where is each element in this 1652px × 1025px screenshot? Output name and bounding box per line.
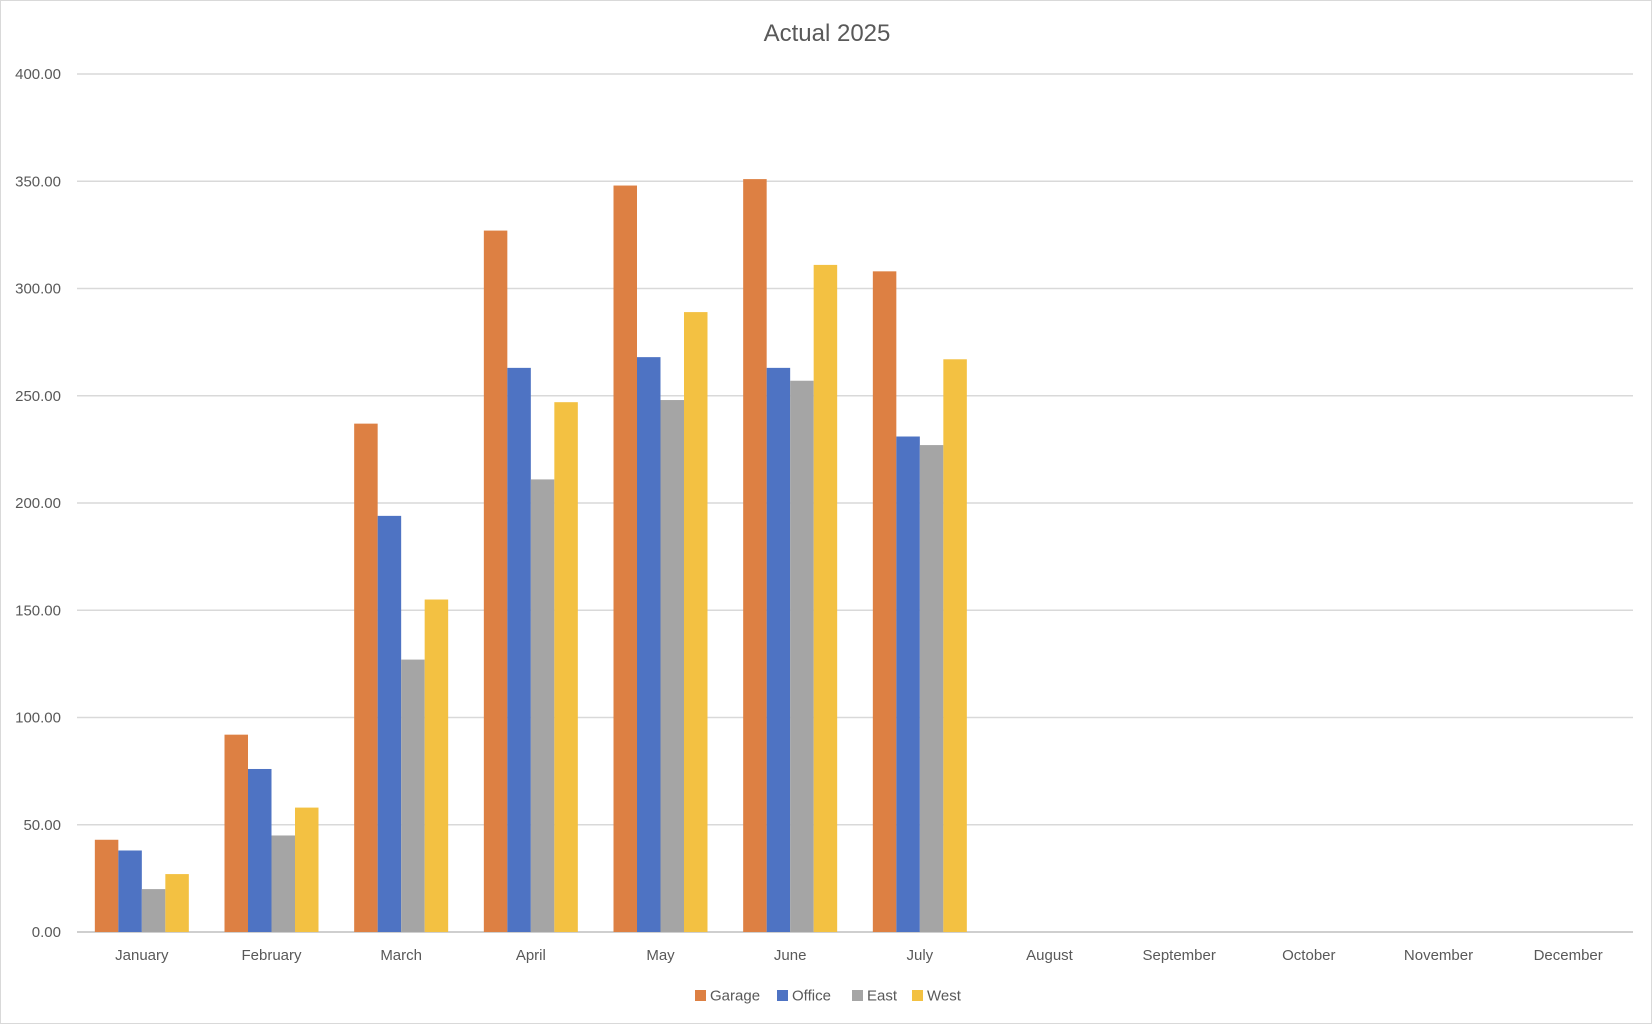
y-tick-label: 50.00: [23, 817, 61, 834]
x-tick-label: December: [1534, 947, 1603, 964]
bar-west-july: [943, 359, 967, 932]
bar-west-april: [554, 402, 578, 932]
bar-east-april: [530, 479, 555, 932]
bar-garage-january: [94, 839, 119, 932]
legend-swatch-garage: [695, 990, 706, 1001]
x-tick-label: June: [774, 947, 807, 964]
y-tick-label: 400.00: [15, 66, 61, 83]
bar-garage-june: [743, 179, 767, 933]
legend: Garage Office East West: [695, 988, 962, 1005]
x-tick-label: August: [1026, 947, 1074, 964]
gridlines: [77, 73, 1633, 933]
y-tick-label: 0.00: [32, 924, 61, 941]
bar-east-february: [271, 835, 295, 932]
x-tick-label: September: [1142, 947, 1215, 964]
y-tick-label: 150.00: [15, 602, 61, 619]
bar-office-june: [766, 367, 791, 932]
legend-swatch-office: [777, 990, 788, 1001]
bar-office-july: [896, 436, 920, 932]
legend-swatch-east: [852, 990, 863, 1001]
legend-label-garage: Garage: [710, 988, 760, 1005]
y-axis-tick-labels: 0.00 50.00 100.00 150.00 200.00 250.00 300.00 3…: [15, 66, 61, 941]
y-tick-label: 200.00: [15, 495, 61, 512]
bar-east-july: [919, 445, 944, 932]
y-tick-label: 300.00: [15, 281, 61, 298]
x-tick-label: May: [646, 947, 675, 964]
bar-office-january: [118, 850, 142, 932]
x-tick-label: October: [1282, 947, 1335, 964]
x-tick-label: November: [1404, 947, 1473, 964]
bar-garage-march: [354, 423, 378, 932]
y-tick-label: 250.00: [15, 388, 61, 405]
bar-east-march: [401, 659, 425, 932]
legend-label-west: West: [927, 988, 962, 1005]
bar-west-january: [165, 874, 189, 932]
bar-west-february: [295, 807, 319, 932]
x-axis-tick-labels: January February March April May June July Augu…: [115, 947, 1603, 964]
bar-west-march: [424, 599, 449, 932]
bar-east-january: [141, 889, 166, 932]
bar-east-june: [790, 380, 814, 932]
bar-office-april: [507, 367, 531, 932]
bar-garage-april: [483, 230, 508, 932]
legend-label-east: East: [867, 988, 898, 1005]
x-tick-label: January: [115, 947, 169, 964]
bar-west-june: [813, 264, 838, 932]
x-tick-label: March: [380, 947, 422, 964]
bar-west-may: [684, 312, 708, 933]
bar-east-may: [660, 400, 684, 932]
bar-garage-february: [224, 734, 248, 932]
bar-office-may: [637, 357, 661, 932]
bar-office-february: [248, 768, 272, 932]
x-tick-label: July: [906, 947, 933, 964]
chart-title: Actual 2025: [764, 20, 891, 47]
bar-office-march: [377, 515, 402, 932]
x-tick-label: February: [241, 947, 302, 964]
legend-label-office: Office: [792, 988, 831, 1005]
y-tick-label: 100.00: [15, 710, 61, 727]
y-tick-label: 350.00: [15, 173, 61, 190]
bar-garage-may: [613, 185, 637, 933]
legend-swatch-west: [912, 990, 923, 1001]
bars: [94, 179, 967, 933]
x-tick-label: April: [516, 947, 546, 964]
bar-garage-july: [872, 271, 897, 933]
